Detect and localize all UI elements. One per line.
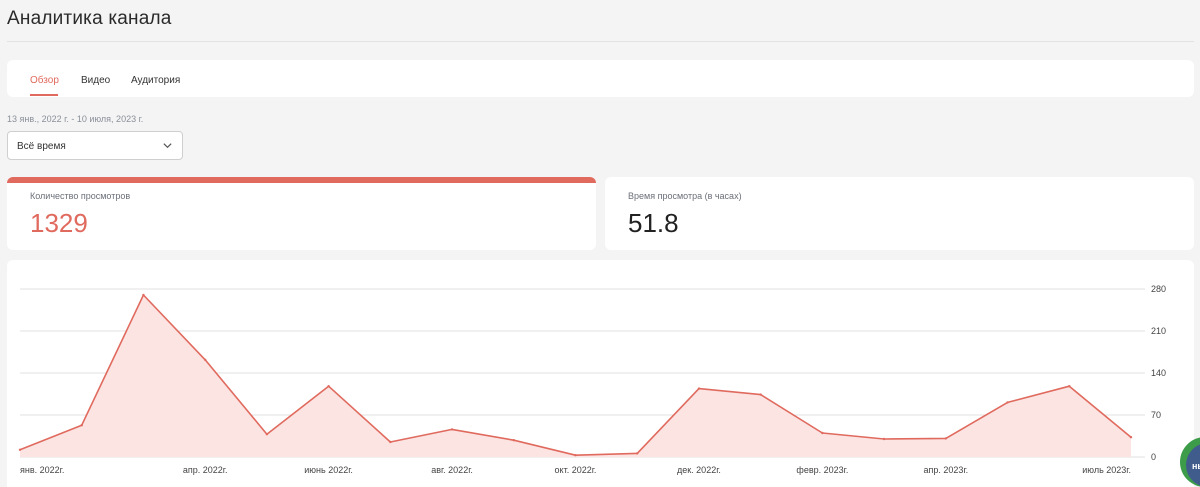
title-divider	[7, 41, 1194, 42]
y-tick-label: 70	[1151, 410, 1161, 420]
data-point	[18, 448, 22, 451]
x-tick-label: окт. 2022г.	[555, 465, 597, 475]
data-point	[327, 385, 330, 388]
floating-widget-button[interactable]: ны	[1180, 437, 1200, 487]
period-select-value: Всё время	[17, 141, 66, 152]
widget-icon	[1186, 443, 1200, 487]
views-label: Количество просмотров	[30, 191, 131, 201]
y-tick-label: 280	[1151, 284, 1166, 294]
data-point	[821, 431, 824, 435]
views-value: 1329	[30, 208, 88, 238]
tab-audience[interactable]: Аудитория	[131, 75, 181, 86]
watch-time-stat-card[interactable]: Время просмотра (в часах) 51.8	[605, 177, 1194, 250]
watch-time-label: Время просмотра (в часах)	[628, 191, 742, 201]
page-title: Аналитика канала	[7, 8, 172, 29]
data-point	[265, 433, 269, 436]
tab-overview[interactable]: Обзор	[30, 75, 59, 86]
data-point	[1006, 401, 1009, 404]
chevron-down-icon	[163, 143, 172, 149]
data-point	[882, 437, 886, 441]
tab-video[interactable]: Видео	[81, 75, 111, 86]
y-tick-label: 210	[1151, 326, 1166, 336]
selected-card-indicator	[7, 177, 596, 183]
data-point	[944, 437, 948, 440]
x-tick-label: июль 2023г.	[1082, 465, 1131, 475]
x-tick-label: авг. 2022г.	[431, 465, 473, 475]
data-point	[142, 293, 145, 297]
x-tick-label: апр. 2023г.	[924, 465, 969, 475]
date-range-text: 13 янв., 2022 г. - 10 июля, 2023 г.	[7, 114, 144, 124]
data-point	[80, 424, 83, 427]
x-tick-label: дек. 2022г.	[677, 465, 721, 475]
y-tick-label: 0	[1151, 452, 1156, 462]
views-stat-card[interactable]: Количество просмотров 1329	[7, 177, 596, 250]
x-tick-label: июнь 2022г.	[304, 465, 353, 475]
data-point	[574, 454, 577, 457]
data-point	[1068, 385, 1071, 388]
chart-card: 0 70 140 210 280 янв. 2022г. апр. 2022г. июнь 2…	[7, 260, 1194, 487]
data-point	[759, 393, 762, 396]
x-tick-label: февр. 2023г.	[796, 465, 848, 475]
y-tick-label: 140	[1151, 368, 1166, 378]
x-tick-label: апр. 2022г.	[183, 465, 228, 475]
views-chart: 0 70 140 210 280 янв. 2022г. апр. 2022г. июнь 2…	[18, 284, 1166, 475]
data-point	[450, 428, 454, 431]
data-point	[389, 440, 392, 444]
tabs-bar: Обзор Видео Аудитория	[7, 60, 1194, 97]
period-select[interactable]: Всё время	[7, 131, 183, 160]
active-tab-indicator	[30, 94, 58, 96]
data-point	[512, 439, 515, 442]
data-point	[203, 358, 207, 361]
data-point	[1129, 436, 1133, 439]
data-point	[636, 452, 639, 455]
data-point	[697, 387, 701, 390]
watch-time-value: 51.8	[628, 208, 679, 238]
x-tick-label: янв. 2022г.	[20, 465, 64, 475]
widget-label: ны	[1192, 461, 1200, 471]
series-area	[20, 295, 1131, 457]
